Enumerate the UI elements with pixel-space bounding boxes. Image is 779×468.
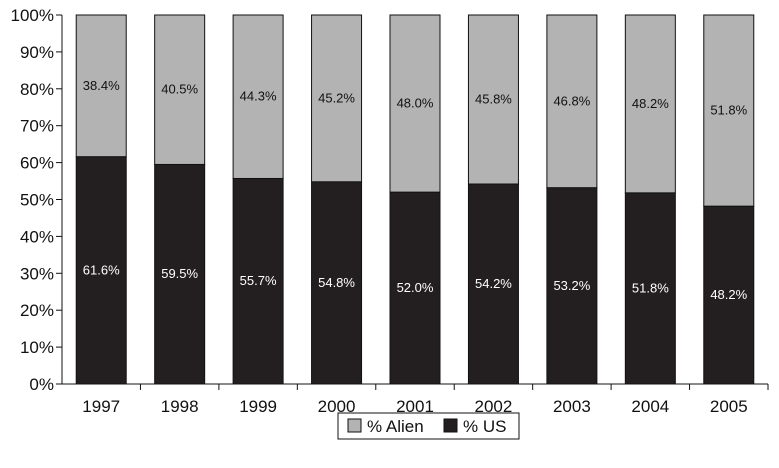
bar-alien-2005: [703, 14, 755, 207]
y-tick-label-40: 40%: [20, 227, 54, 246]
y-tick-label-0: 0%: [29, 375, 54, 394]
legend-label-alien: % Alien: [367, 417, 424, 436]
x-axis: 1997 1998 1999 2000 2001 2002 2003 2004 2005: [56, 383, 769, 416]
bar-alien-2000: [311, 14, 363, 183]
y-tick-label-100: 100%: [11, 6, 54, 25]
legend: % Alien % US: [337, 412, 520, 440]
data-label-alien-2003: 46.8%: [553, 93, 590, 108]
data-label-us-2003: 53.2%: [553, 278, 590, 293]
bar-alien-2003: [546, 14, 598, 189]
y-tick-label-60: 60%: [20, 154, 54, 173]
x-tick-label-2003: 2003: [553, 397, 591, 416]
data-label-us-2004: 51.8%: [632, 280, 669, 295]
bar-alien-1998: [154, 14, 206, 165]
bar-us-1999: [232, 177, 284, 385]
data-label-alien-2005: 51.8%: [710, 103, 747, 118]
data-label-alien-1998: 40.5%: [161, 82, 198, 97]
bar-us-2004: [624, 192, 676, 385]
legend-swatch-alien: [347, 418, 362, 433]
x-tick-label-2002: 2002: [475, 397, 513, 416]
legend-label-us: % US: [463, 417, 506, 436]
data-label-alien-2001: 48.0%: [397, 96, 434, 111]
data-label-us-1999: 55.7%: [240, 273, 277, 288]
data-label-us-2005: 48.2%: [710, 287, 747, 302]
legend-box: [337, 412, 520, 440]
data-label-us-2002: 54.2%: [475, 276, 512, 291]
y-tick-label-50: 50%: [20, 191, 54, 210]
y-tick-label-20: 20%: [20, 301, 54, 320]
y-tick-label-70: 70%: [20, 117, 54, 136]
data-label-alien-1997: 38.4%: [83, 78, 120, 93]
bar-us-2005: [703, 205, 755, 385]
bar-alien-1997: [75, 14, 127, 158]
data-label-us-2000: 54.8%: [318, 275, 355, 290]
bar-alien-2001: [389, 14, 441, 193]
data-label-alien-2004: 48.2%: [632, 96, 669, 111]
x-tick-label-1997: 1997: [82, 397, 120, 416]
x-tick-label-2001: 2001: [396, 397, 434, 416]
y-tick-label-90: 90%: [20, 43, 54, 62]
bar-us-2003: [546, 187, 598, 385]
y-tick-label-10: 10%: [20, 338, 54, 357]
bar-alien-2002: [467, 14, 519, 185]
bar-us-1997: [75, 156, 127, 385]
data-label-us-2001: 52.0%: [397, 280, 434, 295]
bars-layer: [75, 14, 755, 385]
y-tick-label-80: 80%: [20, 80, 54, 99]
x-tick-label-1998: 1998: [161, 397, 199, 416]
y-axis: 0% 10% 20% 30% 40% 50% 60% 70% 80% 90% 100%: [11, 6, 63, 394]
bar-alien-2004: [624, 14, 676, 194]
x-tick-label-1999: 1999: [239, 397, 277, 416]
x-tick-label-2000: 2000: [318, 397, 356, 416]
data-label-us-1998: 59.5%: [161, 266, 198, 281]
legend-swatch-us: [443, 418, 458, 433]
data-label-alien-1999: 44.3%: [240, 89, 277, 104]
data-label-alien-2002: 45.8%: [475, 92, 512, 107]
data-labels-layer: 61.6% 38.4% 59.5% 40.5% 55.7% 44.3% 54.8% 45.2%…: [83, 78, 748, 302]
x-tick-label-2005: 2005: [710, 397, 748, 416]
x-tick-label-2004: 2004: [631, 397, 669, 416]
data-label-alien-2000: 45.2%: [318, 90, 355, 105]
bar-us-2002: [467, 183, 519, 385]
bar-alien-1999: [232, 14, 284, 179]
y-tick-label-30: 30%: [20, 264, 54, 283]
data-label-us-1997: 61.6%: [83, 262, 120, 277]
